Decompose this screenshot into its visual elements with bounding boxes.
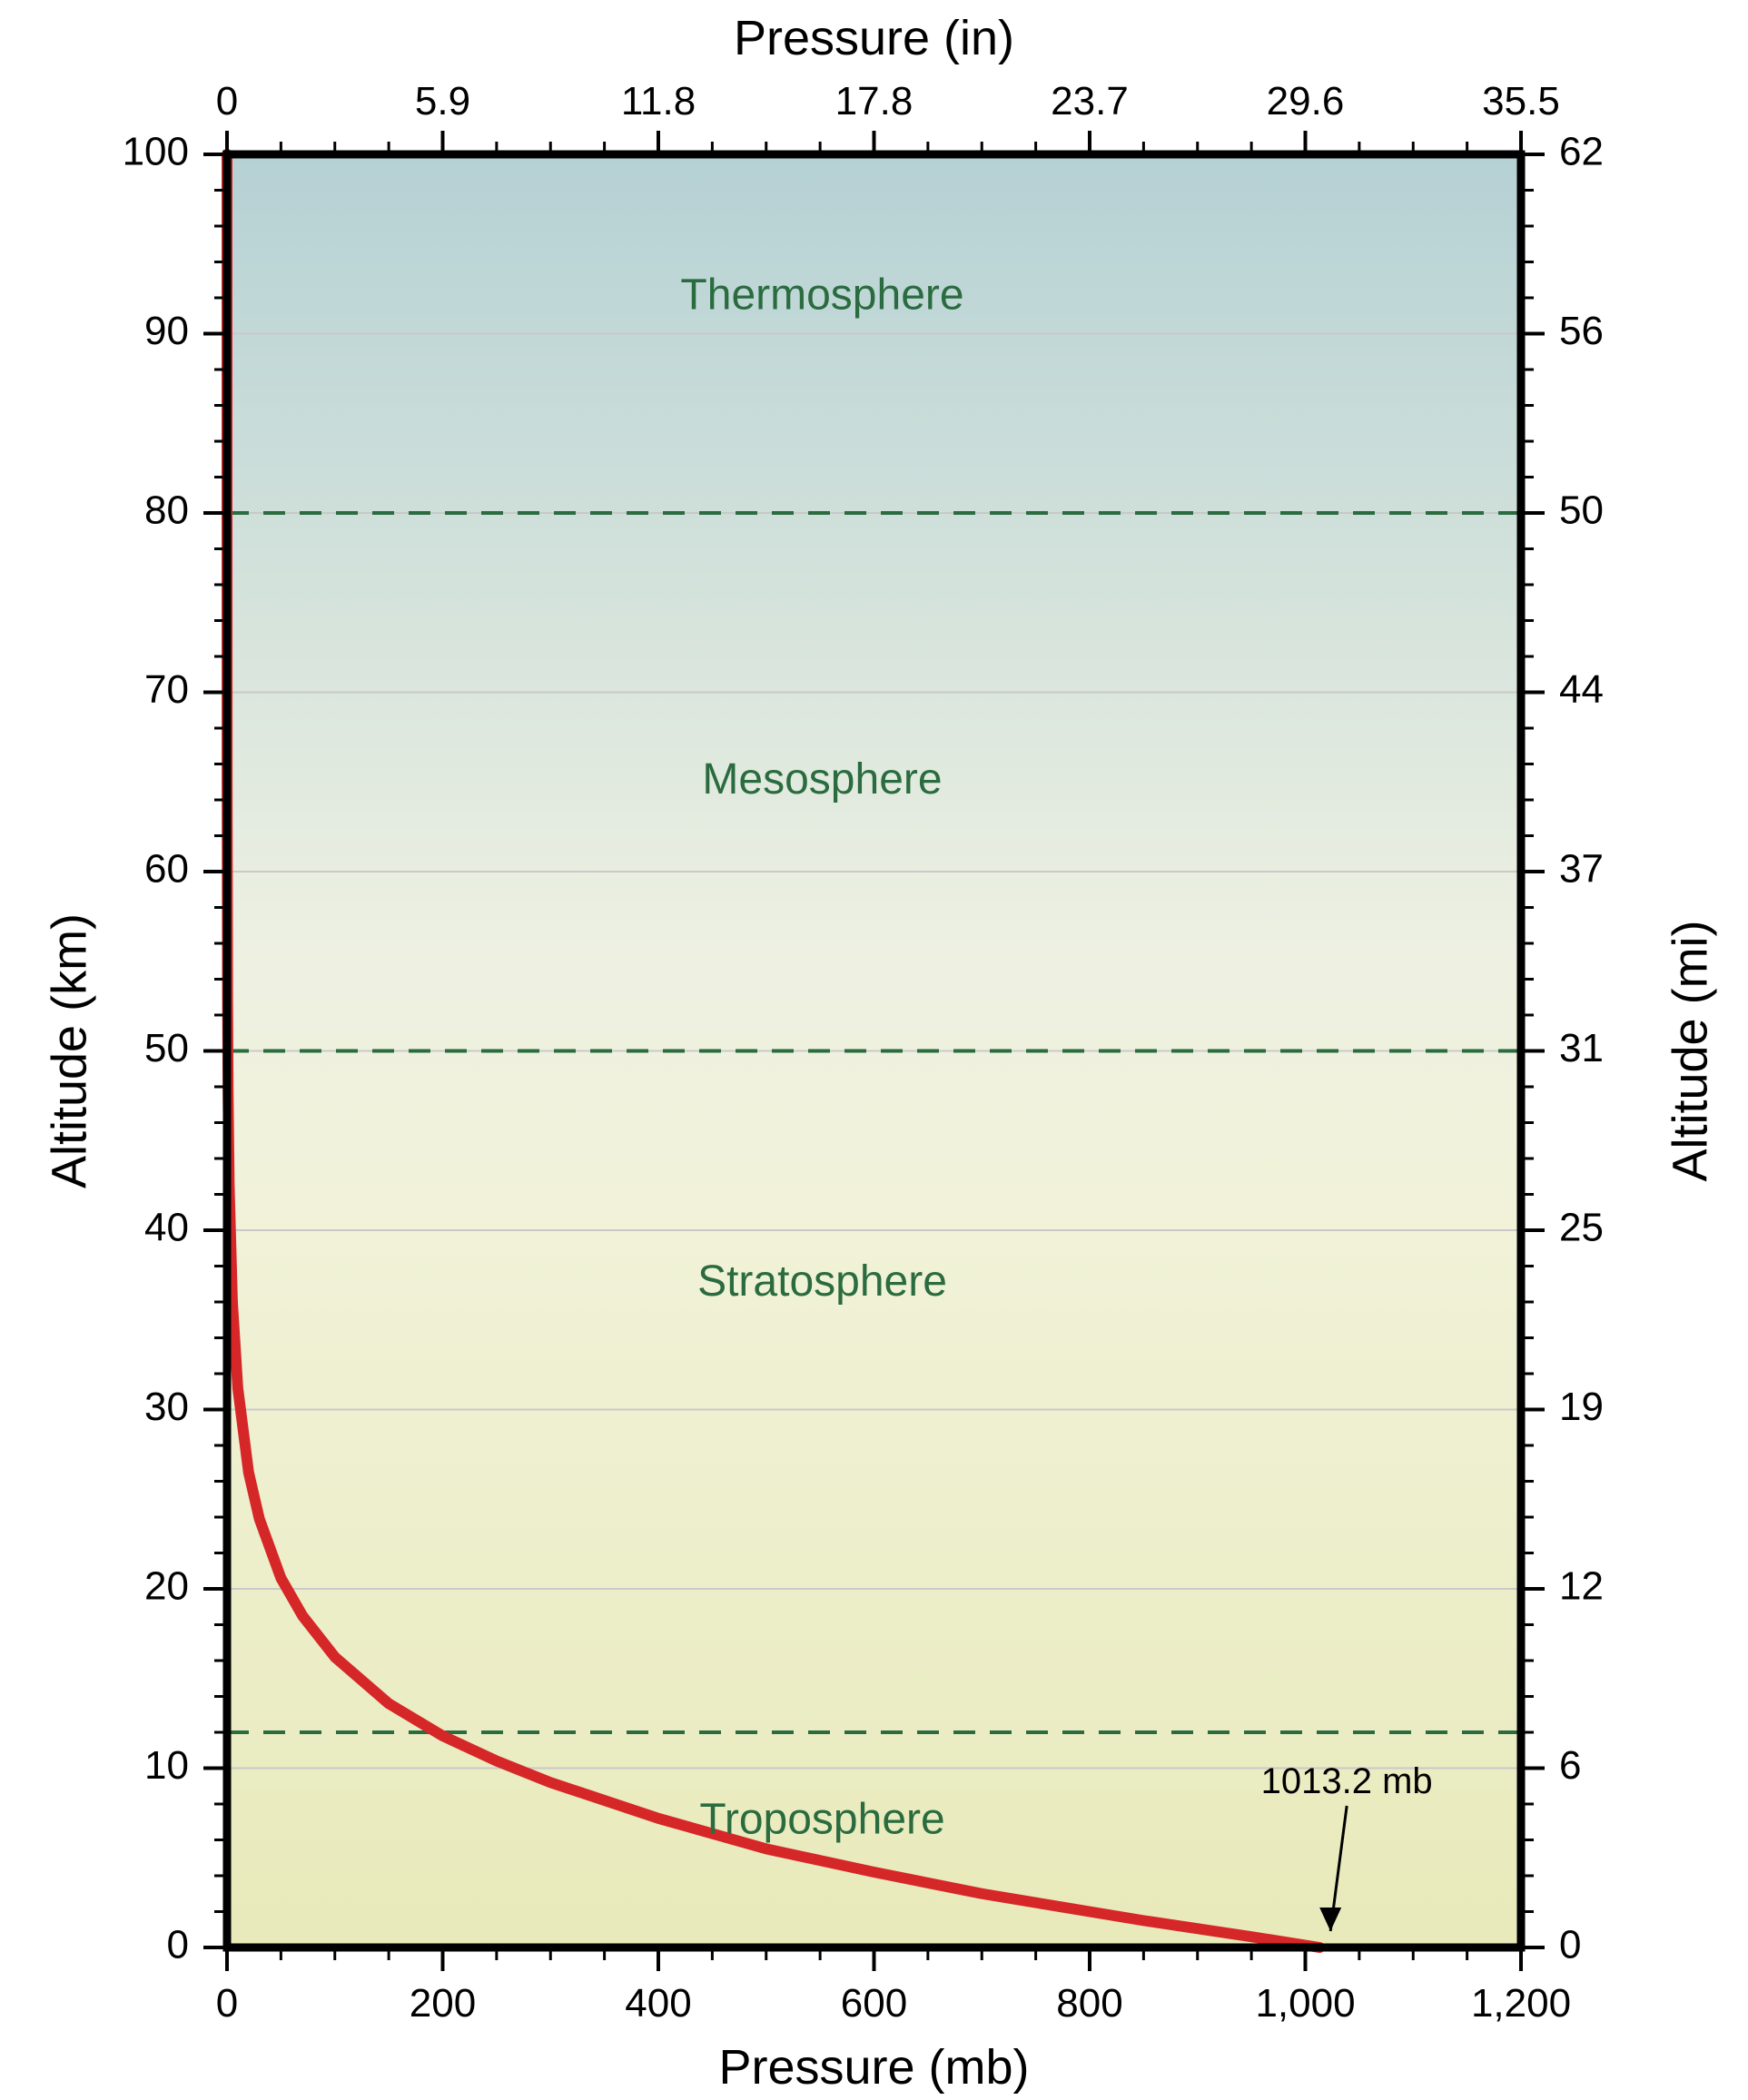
x-top-tick-label: 23.7 — [1051, 79, 1129, 123]
y-left-tick-label: 70 — [144, 667, 189, 712]
y-right-tick-label: 12 — [1559, 1564, 1604, 1609]
x-bottom-tick-label: 0 — [216, 1981, 238, 2026]
x-bottom-axis-title: Pressure (mb) — [718, 2040, 1029, 2095]
y-right-tick-label: 0 — [1559, 1923, 1581, 1967]
y-right-tick-label: 37 — [1559, 847, 1604, 892]
sea-level-pressure-label: 1013.2 mb — [1261, 1761, 1433, 1801]
y-left-tick-label: 0 — [167, 1923, 189, 1967]
y-right-tick-label: 31 — [1559, 1026, 1604, 1070]
x-top-tick-label: 11.8 — [621, 79, 696, 123]
y-right-tick-label: 25 — [1559, 1206, 1604, 1250]
y-right-tick-label: 62 — [1559, 130, 1604, 174]
layer-label: Thermosphere — [680, 271, 963, 320]
y-right-tick-label: 50 — [1559, 488, 1604, 533]
x-top-axis-title: Pressure (in) — [734, 11, 1014, 65]
x-top-tick-label: 29.6 — [1267, 79, 1345, 123]
x-bottom-tick-label: 1,200 — [1471, 1981, 1571, 2026]
y-left-tick-label: 100 — [123, 130, 189, 174]
x-top-tick-label: 0 — [216, 79, 238, 123]
y-left-tick-label: 60 — [144, 847, 189, 892]
x-bottom-tick-label: 800 — [1056, 1981, 1122, 2026]
atmosphere-pressure-chart: Thermosphere Mesosphere Stratosphere Tropos… — [0, 0, 1748, 2100]
y-left-tick-label: 80 — [144, 488, 189, 533]
x-bottom-tick-label: 200 — [410, 1981, 476, 2026]
y-right-tick-label: 6 — [1559, 1743, 1581, 1788]
y-left-tick-label: 40 — [144, 1206, 189, 1250]
layer-label: Troposphere — [699, 1795, 944, 1843]
x-top-tick-label: 17.8 — [835, 79, 914, 123]
y-left-tick-label: 50 — [144, 1026, 189, 1070]
x-bottom-tick-label: 600 — [841, 1981, 907, 2026]
y-right-tick-label: 56 — [1559, 309, 1604, 353]
y-left-axis-title: Altitude (km) — [42, 913, 96, 1188]
y-right-tick-label: 19 — [1559, 1385, 1604, 1429]
y-left-tick-label: 10 — [144, 1743, 189, 1788]
layer-label: Mesosphere — [702, 755, 942, 804]
y-right-axis-title: Altitude (mi) — [1663, 920, 1717, 1181]
x-bottom-tick-label: 400 — [625, 1981, 691, 2026]
y-left-tick-label: 30 — [144, 1385, 189, 1429]
y-left-tick-label: 20 — [144, 1564, 189, 1609]
y-right-tick-label: 44 — [1559, 667, 1604, 712]
y-left-tick-label: 90 — [144, 309, 189, 353]
x-top-tick-label: 35.5 — [1482, 79, 1560, 123]
x-top-tick-label: 5.9 — [415, 79, 470, 123]
layer-label: Stratosphere — [697, 1257, 947, 1306]
x-bottom-tick-label: 1,000 — [1255, 1981, 1355, 2026]
chart-svg: Thermosphere Mesosphere Stratosphere Tropos… — [0, 0, 1748, 2100]
